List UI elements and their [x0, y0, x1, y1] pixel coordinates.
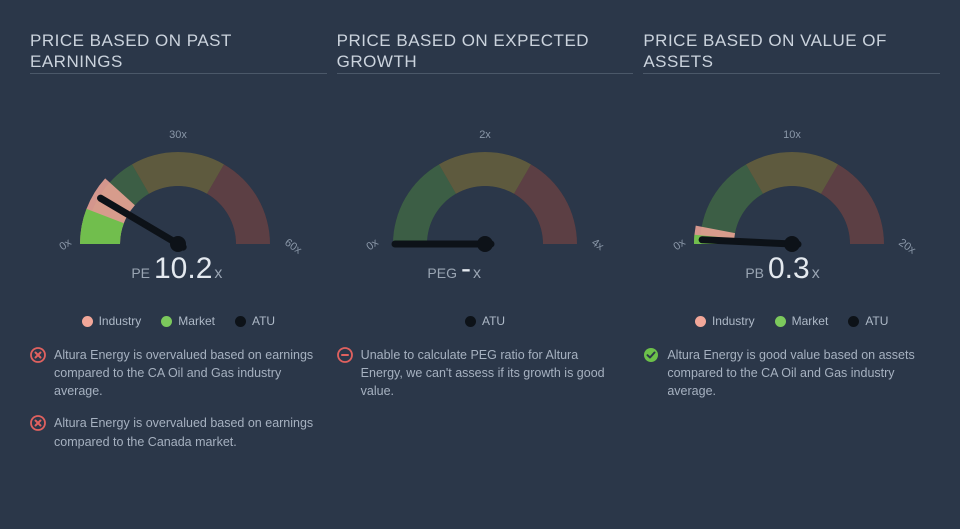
svg-text:-x: -x — [461, 252, 481, 285]
svg-text:PB: PB — [745, 265, 764, 281]
panel-title: PRICE BASED ON EXPECTED GROWTH — [337, 30, 634, 74]
note-text: Altura Energy is overvalued based on ear… — [54, 346, 317, 400]
status-icon — [30, 347, 46, 363]
valuation-panel: PRICE BASED ON EXPECTED GROWTH 0x 2x 4x PEG-… — [337, 30, 634, 451]
svg-text:PEG: PEG — [427, 265, 457, 281]
valuation-panel: PRICE BASED ON PAST EARNINGS 0x 30x 60x PE10… — [30, 30, 327, 451]
gauge-wrap: 0x 30x 60x PE10.2x — [30, 74, 327, 334]
gauge: 0x 2x 4x PEG-x — [345, 104, 625, 304]
gauge-wrap: 0x 2x 4x PEG-x — [337, 74, 634, 334]
gauge: 0x 10x 20x PB0.3x — [652, 104, 932, 304]
svg-text:PE: PE — [132, 265, 151, 281]
svg-text:20x: 20x — [896, 237, 918, 257]
valuation-panel: PRICE BASED ON VALUE OF ASSETS 0x 10x 20x PB… — [643, 30, 940, 451]
notes: Altura Energy is overvalued based on ear… — [30, 346, 327, 451]
note: Altura Energy is overvalued based on ear… — [30, 346, 317, 400]
status-icon — [30, 415, 46, 431]
svg-text:4x: 4x — [589, 237, 606, 254]
note: Unable to calculate PEG ratio for Altura… — [337, 346, 624, 400]
note-text: Altura Energy is overvalued based on ear… — [54, 414, 317, 450]
notes: Altura Energy is good value based on ass… — [643, 346, 940, 400]
note: Altura Energy is overvalued based on ear… — [30, 414, 317, 450]
status-icon — [643, 347, 659, 363]
status-icon — [337, 347, 353, 363]
note-text: Unable to calculate PEG ratio for Altura… — [361, 346, 624, 400]
gauge-wrap: 0x 10x 20x PB0.3x — [643, 74, 940, 334]
panel-title: PRICE BASED ON PAST EARNINGS — [30, 30, 327, 74]
svg-text:60x: 60x — [283, 237, 305, 257]
svg-text:0.3x: 0.3x — [768, 252, 820, 285]
svg-text:30x: 30x — [169, 129, 187, 141]
svg-text:0x: 0x — [58, 236, 75, 253]
svg-text:0x: 0x — [364, 236, 381, 253]
panel-title: PRICE BASED ON VALUE OF ASSETS — [643, 30, 940, 74]
note: Altura Energy is good value based on ass… — [643, 346, 930, 400]
gauge: 0x 30x 60x PE10.2x — [38, 104, 318, 304]
svg-text:10x: 10x — [783, 129, 801, 141]
note-text: Altura Energy is good value based on ass… — [667, 346, 930, 400]
svg-text:2x: 2x — [479, 129, 491, 141]
svg-text:10.2x: 10.2x — [154, 252, 222, 285]
notes: Unable to calculate PEG ratio for Altura… — [337, 346, 634, 400]
svg-text:0x: 0x — [671, 236, 688, 253]
